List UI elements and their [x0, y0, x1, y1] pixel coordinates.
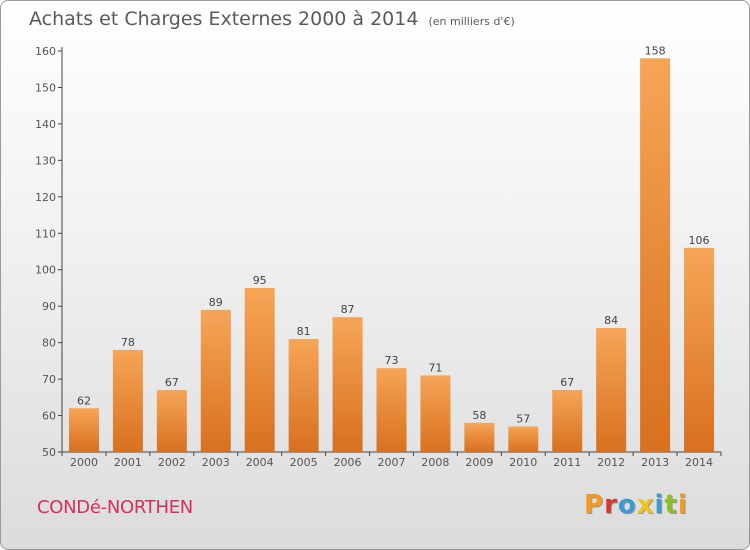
y-tick-label: 70 — [42, 373, 56, 386]
bar-value-label: 89 — [209, 296, 223, 309]
x-tick-label: 2003 — [202, 456, 230, 469]
bar-value-label: 106 — [689, 234, 710, 247]
bar-value-label: 67 — [560, 376, 574, 389]
bar — [244, 287, 275, 452]
x-tick-label: 2013 — [641, 456, 669, 469]
bar — [464, 422, 495, 452]
bar — [376, 368, 407, 452]
y-tick-label: 100 — [35, 264, 56, 277]
bar — [68, 408, 99, 452]
bar — [112, 349, 143, 452]
bar — [552, 390, 583, 452]
x-tick-label: 2007 — [378, 456, 406, 469]
bar — [596, 328, 627, 452]
y-tick-label: 120 — [35, 191, 56, 204]
brand-logo: Proxiti — [584, 490, 688, 520]
place-name: CONDé-NORTHEN — [37, 497, 193, 518]
bar-value-label: 95 — [253, 274, 267, 287]
x-tick-label: 2008 — [421, 456, 449, 469]
bar-value-label: 81 — [297, 325, 311, 338]
brand-logo-letter: x — [636, 490, 655, 520]
x-tick-label: 2000 — [70, 456, 98, 469]
bar-value-label: 78 — [121, 336, 135, 349]
x-tick-label: 2009 — [465, 456, 493, 469]
bar-value-label: 87 — [341, 303, 355, 316]
brand-logo-letter: o — [617, 490, 637, 520]
bars: 62 78 67 89 95 81 87 73 71 58 57 67 84 158 106 — [68, 44, 715, 453]
y-tick-label: 160 — [35, 45, 56, 58]
x-tick-label: 2005 — [290, 456, 318, 469]
brand-logo-letter: P — [584, 490, 605, 520]
bar-value-label: 67 — [165, 376, 179, 389]
chart-title-text: Achats et Charges Externes 2000 à 2014 — [29, 8, 419, 30]
brand-logo-letter: i — [677, 490, 688, 520]
bar-value-label: 58 — [472, 409, 486, 422]
bar-value-label: 84 — [604, 314, 618, 327]
chart-title: Achats et Charges Externes 2000 à 2014 (e… — [29, 8, 515, 30]
x-tick-label: 2006 — [334, 456, 362, 469]
y-tick-label: 130 — [35, 154, 56, 167]
chart-unit: (en milliers d'€) — [428, 15, 515, 28]
bar-value-label: 71 — [428, 361, 442, 374]
x-tick-label: 2011 — [553, 456, 581, 469]
y-tick-label: 140 — [35, 118, 56, 131]
y-tick-label: 60 — [42, 410, 56, 423]
x-tick-label: 2004 — [246, 456, 274, 469]
y-tick-label: 50 — [42, 446, 56, 459]
brand-logo-letter: i — [654, 490, 665, 520]
brand-logo-letter: r — [604, 490, 618, 520]
bar-value-label: 158 — [645, 44, 666, 57]
x-tick-label: 2010 — [509, 456, 537, 469]
x-tick-label: 2001 — [114, 456, 142, 469]
x-tick-label: 2014 — [685, 456, 713, 469]
brand-logo-letter: t — [664, 490, 678, 520]
bar — [156, 390, 187, 452]
bar — [508, 426, 539, 452]
bar-value-label: 57 — [516, 412, 530, 425]
bar — [200, 309, 231, 452]
y-tick-label: 110 — [35, 227, 56, 240]
bar — [332, 317, 363, 452]
bar — [684, 247, 715, 452]
bar — [420, 375, 451, 452]
bar — [288, 338, 319, 452]
y-tick-label: 90 — [42, 300, 56, 313]
y-tick-label: 80 — [42, 337, 56, 350]
x-tick-label: 2002 — [158, 456, 186, 469]
bar-value-label: 62 — [77, 394, 91, 407]
x-tick-label: 2012 — [597, 456, 625, 469]
bar-value-label: 73 — [385, 354, 399, 367]
bar — [640, 58, 671, 453]
y-tick-label: 150 — [35, 81, 56, 94]
